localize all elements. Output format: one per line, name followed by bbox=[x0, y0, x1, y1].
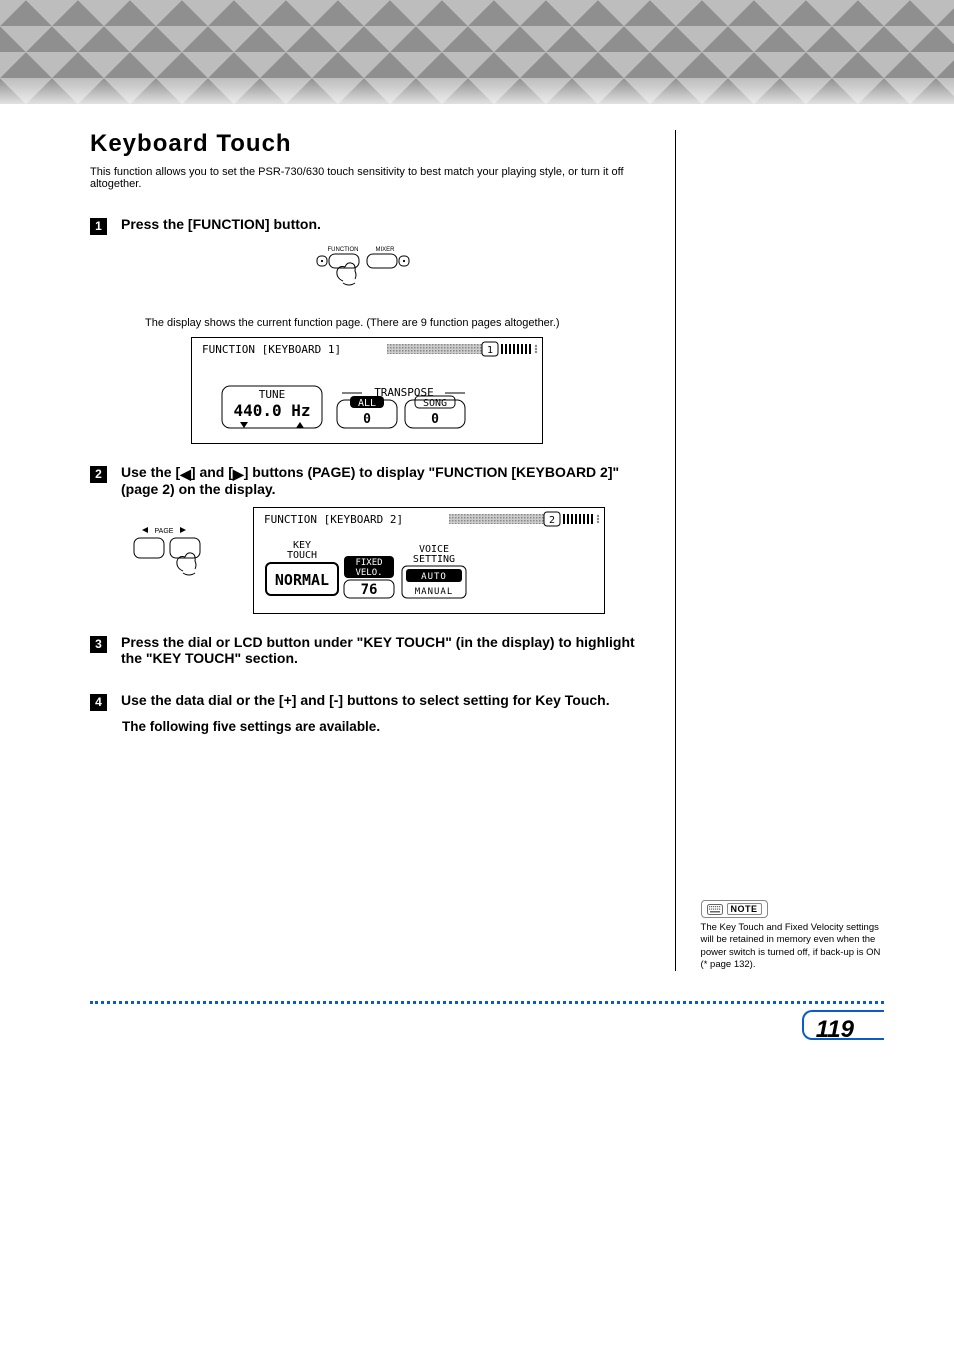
step-number: 1 bbox=[90, 218, 107, 235]
step-4: 4 Use the data dial or the [+] and [-] b… bbox=[90, 692, 645, 711]
side-column: NOTE The Key Touch and Fixed Velocity se… bbox=[676, 130, 884, 971]
svg-text:1: 1 bbox=[487, 345, 493, 356]
section-subtitle: This function allows you to set the PSR-… bbox=[90, 166, 645, 190]
page-footer: 119 bbox=[90, 1024, 884, 1104]
step-text: Use the data dial or the [+] and [-] but… bbox=[121, 692, 610, 708]
sidenote-text: The Key Touch and Fixed Velocity setting… bbox=[701, 922, 884, 971]
lcd2-page-strip: 2 bbox=[449, 512, 599, 526]
lcd2-voice-setting: VOICE SETTING AUTO MANUAL bbox=[402, 544, 466, 598]
svg-text:MANUAL: MANUAL bbox=[415, 587, 454, 597]
lcd1-caption: The display shows the current function p… bbox=[145, 317, 645, 329]
step-number: 4 bbox=[90, 694, 107, 711]
main-column: Keyboard Touch This function allows you … bbox=[90, 130, 675, 971]
page-content: Keyboard Touch This function allows you … bbox=[0, 110, 954, 1124]
lcd2-fixed-velo: FIXED VELO. 76 bbox=[344, 556, 394, 598]
section-title: Keyboard Touch bbox=[90, 130, 645, 158]
step-number: 3 bbox=[90, 636, 107, 653]
svg-text:2: 2 bbox=[549, 515, 555, 526]
keyboard-icon bbox=[707, 904, 723, 915]
step-3: 3 Press the dial or LCD button under "KE… bbox=[90, 634, 645, 666]
sidenote-block: NOTE The Key Touch and Fixed Velocity se… bbox=[701, 900, 884, 971]
lcd1-page-strip: 1 bbox=[387, 342, 537, 356]
triangle-banner bbox=[0, 0, 954, 110]
svg-text:SETTING: SETTING bbox=[413, 554, 455, 565]
svg-text:NORMAL: NORMAL bbox=[275, 571, 329, 589]
step-1: 1 Press the [FUNCTION] button. bbox=[90, 216, 645, 235]
lcd2-key-touch: KEY TOUCH NORMAL bbox=[266, 540, 338, 595]
step-text: Use the [◀] and [▶] buttons (PAGE) to di… bbox=[121, 464, 645, 497]
function-mixer-illustration: FUNCTION MIXER bbox=[90, 243, 645, 303]
svg-text:PAGE: PAGE bbox=[155, 528, 174, 535]
step-2: 2 Use the [◀] and [▶] buttons (PAGE) to … bbox=[90, 464, 645, 497]
lcd2-title: FUNCTION [KEYBOARD 2] bbox=[264, 513, 403, 526]
page-tab bbox=[802, 1010, 884, 1040]
step-number: 2 bbox=[90, 466, 107, 483]
lcd1-title: FUNCTION [KEYBOARD 1] bbox=[202, 343, 341, 356]
footer-divider bbox=[90, 1001, 884, 1004]
mixer-label: MIXER bbox=[376, 247, 396, 253]
note-label: NOTE bbox=[727, 903, 762, 915]
svg-text:0: 0 bbox=[431, 412, 439, 427]
svg-text:TUNE: TUNE bbox=[259, 388, 286, 401]
svg-text:VELO.: VELO. bbox=[355, 568, 382, 578]
function-label: FUNCTION bbox=[328, 247, 359, 253]
svg-text:440.0 Hz: 440.0 Hz bbox=[234, 401, 311, 420]
svg-text:SONG: SONG bbox=[423, 398, 447, 409]
svg-text:TOUCH: TOUCH bbox=[287, 550, 317, 561]
page-buttons-and-lcd2: PAGE FUNCTION [KEYBOARD 2] bbox=[128, 507, 645, 614]
svg-text:AUTO: AUTO bbox=[421, 572, 447, 582]
svg-text:0: 0 bbox=[363, 412, 371, 427]
lcd1-tune: TUNE 440.0 Hz bbox=[222, 386, 322, 428]
page-buttons-illustration: PAGE bbox=[128, 523, 223, 598]
step-text: Press the [FUNCTION] button. bbox=[121, 216, 321, 232]
note-badge: NOTE bbox=[701, 900, 768, 918]
lcd-screen-2: FUNCTION [KEYBOARD 2] 2 bbox=[253, 507, 605, 614]
lcd-screen-1: FUNCTION [KEYBOARD 1] 1 bbox=[90, 337, 645, 444]
svg-text:FIXED: FIXED bbox=[355, 558, 382, 568]
step-4-body: The following five settings are availabl… bbox=[122, 719, 645, 734]
lcd1-transpose-group: TRANSPOSE ALL 0 SONG 0 bbox=[337, 386, 465, 428]
svg-text:ALL: ALL bbox=[358, 398, 376, 409]
step-text: Press the dial or LCD button under "KEY … bbox=[121, 634, 645, 666]
svg-text:76: 76 bbox=[361, 582, 378, 598]
